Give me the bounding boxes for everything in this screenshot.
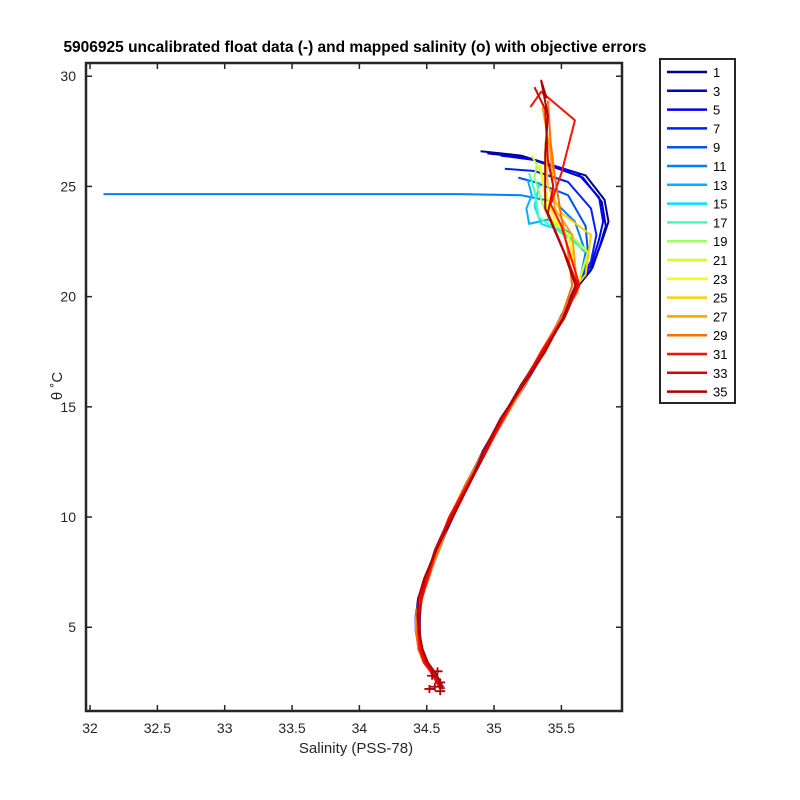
y-tick-label: 20 — [60, 289, 76, 305]
x-tick-label: 34.5 — [413, 720, 440, 736]
series-layer — [103, 79, 610, 696]
y-tick-label: 10 — [60, 509, 76, 525]
legend-label-21: 21 — [713, 253, 727, 268]
legend-label-25: 25 — [713, 291, 727, 306]
series-line-15 — [416, 181, 589, 690]
y-axis-ticks: 5 10 15 20 25 30 — [60, 68, 622, 635]
chart-title: 5906925 uncalibrated float data (-) and … — [63, 39, 646, 56]
x-axis-ticks: 32 32.5 33 33.5 34 34.5 35 35.5 — [82, 63, 575, 736]
mapped-salinity-marker — [429, 682, 440, 691]
series-line-9 — [415, 176, 590, 690]
series-line-5 — [415, 154, 605, 690]
plot-frame — [84, 61, 624, 713]
legend-label-35: 35 — [713, 385, 727, 400]
legend-label-23: 23 — [713, 272, 727, 287]
legend-label-31: 31 — [713, 347, 727, 362]
mapped-salinity-marker — [424, 684, 435, 693]
series-line-7 — [414, 167, 598, 690]
series-line-19 — [416, 162, 590, 690]
x-tick-label: 35 — [486, 720, 502, 736]
series-line-33 — [418, 86, 579, 690]
legend-box — [659, 58, 736, 404]
legend-label-1: 1 — [713, 65, 720, 80]
y-tick-label: 25 — [60, 178, 76, 194]
legend-label-19: 19 — [713, 234, 727, 249]
legend-label-29: 29 — [713, 328, 727, 343]
y-tick-label: 30 — [60, 68, 76, 84]
y-tick-label: 5 — [68, 619, 76, 635]
y-axis-label: θ ˚C — [49, 372, 66, 401]
series-line-11 — [103, 193, 587, 690]
x-tick-label: 34 — [352, 720, 368, 736]
mapped-salinity-marker — [435, 687, 446, 696]
series-line-1 — [418, 150, 610, 690]
mapped-salinity-marker — [435, 678, 446, 687]
x-tick-label: 32.5 — [144, 720, 171, 736]
legend-label-33: 33 — [713, 366, 727, 381]
x-axis-label: Salinity (PSS-78) — [299, 740, 413, 757]
legend-label-17: 17 — [713, 215, 727, 230]
legend-label-27: 27 — [713, 309, 727, 324]
legend-label-7: 7 — [713, 121, 720, 136]
legend-label-5: 5 — [713, 103, 720, 118]
legend-label-3: 3 — [713, 84, 720, 99]
legend-label-11: 11 — [713, 159, 727, 174]
mapped-salinity-marker — [427, 671, 438, 680]
x-tick-label: 35.5 — [548, 720, 575, 736]
x-tick-label: 32 — [82, 720, 98, 736]
series-line-13 — [416, 179, 589, 690]
y-tick-label: 15 — [60, 399, 76, 415]
series-line-35 — [416, 79, 577, 690]
x-tick-label: 33.5 — [278, 720, 305, 736]
series-line-3 — [417, 152, 607, 690]
legend-label-9: 9 — [713, 140, 720, 155]
legend-label-15: 15 — [713, 197, 727, 212]
x-tick-label: 33 — [217, 720, 233, 736]
mapped-salinity-marker — [432, 667, 443, 676]
legend-label-13: 13 — [713, 178, 727, 193]
